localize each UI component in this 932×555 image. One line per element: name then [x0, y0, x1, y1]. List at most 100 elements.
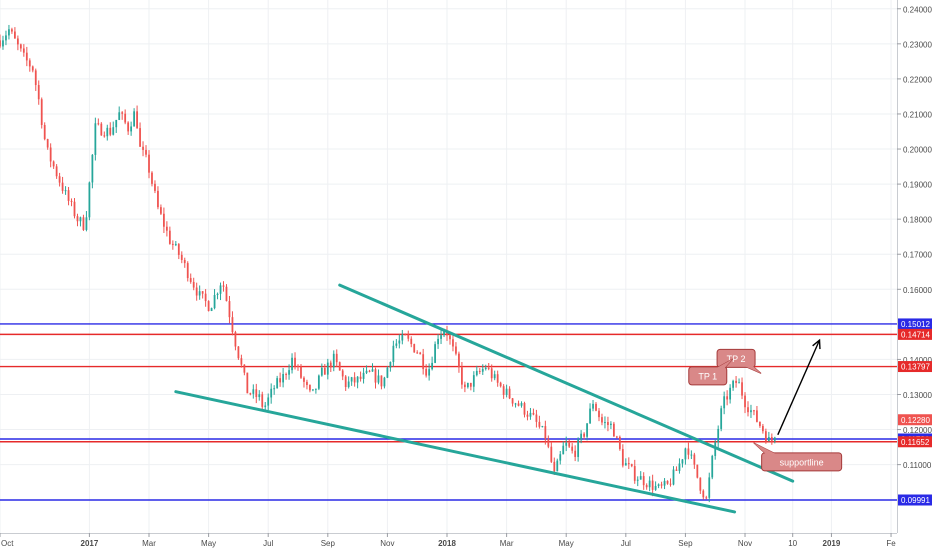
candle-body	[449, 335, 451, 340]
price-tick-label: 0.18000	[903, 216, 932, 225]
candle-body	[312, 389, 314, 391]
candle-body	[219, 285, 222, 294]
price-tag-bg	[898, 494, 932, 506]
candle-body	[407, 334, 410, 339]
time-tick-label: 2019	[823, 539, 841, 548]
candle-body	[279, 378, 282, 383]
candle-body	[309, 385, 311, 391]
price-tick-label: 0.24000	[903, 5, 932, 14]
candle-body	[231, 317, 234, 333]
candle-body	[67, 190, 70, 201]
candle-body	[443, 331, 445, 336]
candle-body	[615, 436, 618, 438]
candle-body	[34, 70, 37, 86]
price-tick-label: 0.21000	[903, 110, 932, 119]
candle-body	[469, 382, 472, 387]
candle-body	[604, 422, 606, 424]
candle-body	[22, 48, 25, 53]
candle-body	[165, 226, 168, 231]
candle-body	[216, 293, 219, 296]
candle-body	[422, 354, 425, 370]
candle-body	[770, 437, 773, 441]
candle-body	[189, 278, 192, 282]
price-tag-0.11652: 0.11652	[898, 436, 932, 448]
candle-body	[64, 190, 67, 192]
candle-body	[398, 340, 401, 344]
candle-body	[171, 243, 174, 245]
candle-body	[568, 442, 571, 447]
candle-body	[610, 423, 612, 426]
candle-body	[25, 52, 28, 61]
candle-body	[499, 382, 502, 387]
time-tick-label: Nov	[738, 539, 752, 548]
candle-body	[85, 217, 88, 230]
candle-body	[732, 380, 734, 388]
price-tag-bg	[898, 361, 932, 373]
callout-supportline: supportline	[753, 442, 843, 472]
candle-body	[401, 334, 404, 341]
candle-body	[19, 44, 22, 49]
candle-body	[532, 412, 535, 415]
candle-body	[300, 366, 302, 378]
candle-body	[258, 394, 261, 398]
candle-body	[589, 408, 591, 424]
candle-body	[207, 301, 210, 312]
candle-body	[392, 345, 395, 363]
candle-body	[213, 295, 216, 309]
time-tick-label: Jul	[621, 539, 631, 548]
time-axis-bg	[0, 533, 932, 550]
candle-body	[559, 454, 562, 461]
candle-body	[180, 254, 183, 260]
candle-body	[16, 38, 19, 45]
candle-body	[8, 29, 10, 36]
candle-body	[314, 388, 317, 390]
callout-tail-cover	[716, 358, 733, 368]
candle-body	[14, 31, 16, 39]
candle-body	[112, 127, 115, 135]
price-tick-label: 0.22000	[903, 75, 932, 84]
candle-body	[410, 338, 413, 345]
price-tick-label: 0.11000	[903, 461, 932, 470]
candle-body	[28, 60, 31, 67]
candle-body	[371, 369, 374, 372]
candle-body	[690, 454, 693, 456]
candle-body	[356, 376, 359, 383]
candle-body	[627, 463, 630, 465]
candle-body	[601, 417, 603, 423]
candle-body	[463, 384, 466, 388]
candle-body	[553, 461, 556, 472]
candle-body	[142, 146, 144, 150]
price-tag-label: 0.12280	[901, 416, 930, 425]
candle-body	[246, 372, 249, 394]
candle-body	[359, 376, 362, 379]
candle-body	[660, 484, 663, 486]
candle-body	[741, 382, 743, 396]
candle-body	[705, 497, 708, 499]
candle-body	[121, 112, 124, 114]
candle-body	[535, 414, 538, 422]
candle-body	[753, 410, 755, 412]
candle-body	[583, 433, 585, 437]
candle-body	[0, 40, 1, 47]
candle-body	[183, 259, 186, 264]
time-tick-label: Oct	[1, 539, 14, 548]
candle-body	[106, 127, 109, 137]
candle-body	[490, 368, 493, 379]
candle-body	[285, 374, 287, 376]
time-tick-label: Nov	[380, 539, 394, 548]
candle-body	[124, 113, 127, 123]
candle-body	[317, 375, 320, 389]
price-tick-label: 0.17000	[903, 251, 932, 260]
time-tick-label: Sep	[678, 539, 693, 548]
candle-body	[374, 369, 377, 383]
candle-body	[109, 127, 112, 135]
candle-body	[726, 396, 729, 400]
candle-body	[630, 464, 633, 467]
candlesticks	[0, 24, 776, 503]
price-tick-label: 0.14000	[903, 356, 932, 365]
time-tick-label: 10	[788, 539, 797, 548]
candle-body	[580, 433, 583, 440]
candle-body	[446, 331, 448, 336]
candle-body	[636, 479, 639, 481]
candle-body	[100, 123, 103, 136]
